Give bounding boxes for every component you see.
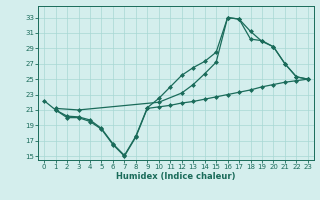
X-axis label: Humidex (Indice chaleur): Humidex (Indice chaleur) [116,172,236,181]
